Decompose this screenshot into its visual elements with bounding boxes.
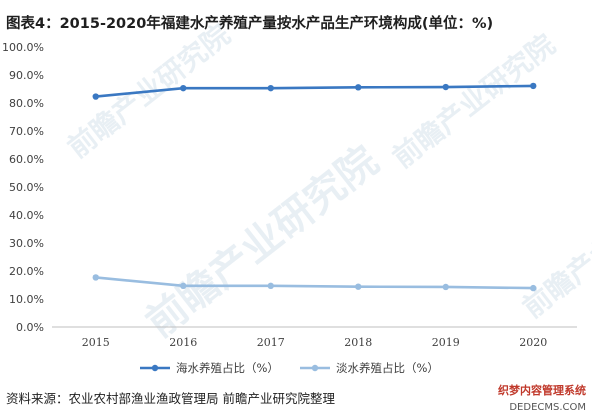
y-tick-label: 80.0% [9,97,44,110]
y-tick-label: 0.0% [16,321,44,334]
site-watermark-url: DEDECMS.COM [509,402,586,413]
data-point [267,282,274,290]
data-point [442,83,449,91]
data-point [92,274,99,281]
data-point [530,284,537,292]
x-tick-label: 2020 [519,336,547,349]
y-tick-label: 60.0% [9,153,44,166]
y-tick-label: 20.0% [9,265,44,278]
y-tick-label: 100.0% [2,41,44,54]
legend-label: 海水养殖占比（%） [176,361,279,375]
data-point [92,93,99,100]
site-watermark: 织梦内容管理系统 [498,384,586,397]
y-tick-label: 10.0% [9,293,44,306]
series-line [95,276,534,290]
data-point [267,84,274,92]
x-tick-label: 2019 [432,336,460,349]
x-tick-label: 2017 [257,336,285,349]
x-tick-label: 2015 [82,336,110,349]
y-tick-label: 30.0% [9,237,44,250]
y-tick-label: 50.0% [9,181,44,194]
data-point [530,82,537,90]
legend-swatch-marker [311,364,319,372]
x-tick-label: 2018 [344,336,372,349]
y-tick-label: 90.0% [9,69,44,82]
chart-title: 图表4：2015-2020年福建水产养殖产量按水产品生产环境构成(单位：%) [6,16,494,32]
legend-label: 淡水养殖占比（%） [336,361,439,375]
y-tick-label: 70.0% [9,125,44,138]
y-tick-label: 40.0% [9,209,44,222]
data-point [442,283,449,291]
data-point [355,283,362,290]
legend-swatch-marker [151,364,159,372]
data-point [180,84,187,92]
data-point [355,84,362,91]
x-tick-label: 2016 [169,336,197,349]
source-note: 资料来源：农业农村部渔业渔政管理局 前瞻产业研究院整理 [6,391,335,406]
data-point [180,282,187,290]
series-line [95,84,534,98]
